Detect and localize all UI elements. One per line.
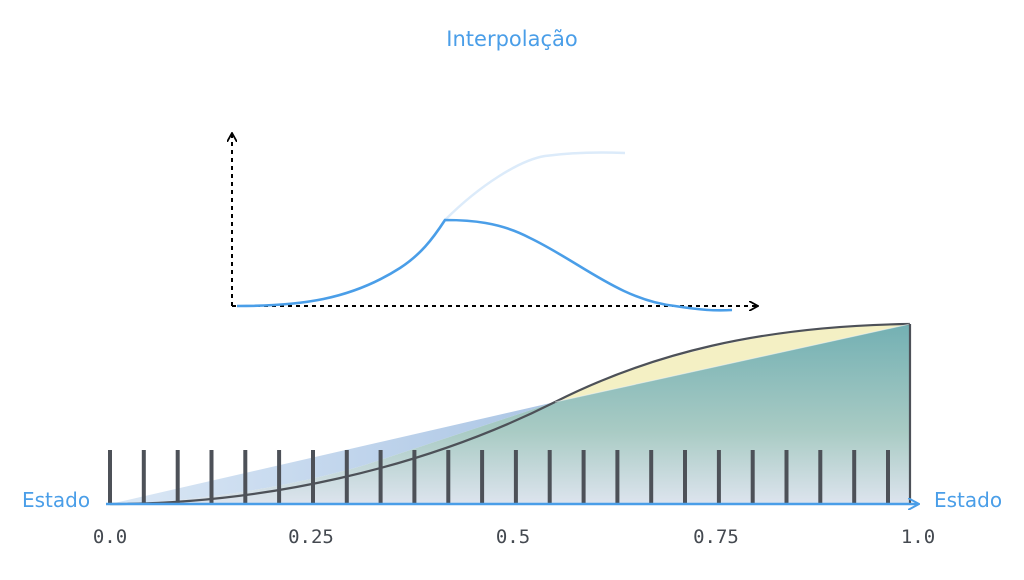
diagram-title: Interpolação [446,27,578,51]
frame-tick [108,450,112,504]
frame-tick [683,450,687,504]
tick-label-0: 0.0 [92,526,128,548]
diagonal-line [554,323,911,403]
frame-tick [852,450,857,504]
frame-tick [886,450,890,504]
tick-label-1: 0.25 [288,526,334,548]
ease-curve [109,322,911,506]
frame-tick [480,450,485,504]
start-state-label: Estado [22,488,91,512]
frame-tick [446,450,451,504]
interpolation-curve [236,218,733,312]
frame-tick [141,450,146,504]
frame-tick [378,450,383,504]
frame-tick [209,450,214,504]
frame-tick [513,450,518,504]
faded-ease-curve [444,151,626,221]
frame-tick [581,450,586,504]
frame-tick [412,450,417,504]
tick-label-3: 0.75 [693,526,739,548]
frame-tick [311,450,315,504]
frame-tick [277,450,282,504]
frame-tick [175,450,180,504]
end-state-label: Estado [934,488,1003,512]
frame-tick [649,450,654,504]
frame-tick [547,450,552,504]
linear-area [110,402,555,504]
frame-tick [716,450,721,504]
frame-tick [615,450,620,504]
tick-label-4: 1.0 [900,526,936,548]
frame-tick [818,450,823,504]
frame-tick [243,450,248,504]
frame-tick [784,450,789,504]
tick-label-2: 0.5 [495,526,531,548]
interpolated-area [110,324,910,504]
frame-tick [750,450,755,504]
